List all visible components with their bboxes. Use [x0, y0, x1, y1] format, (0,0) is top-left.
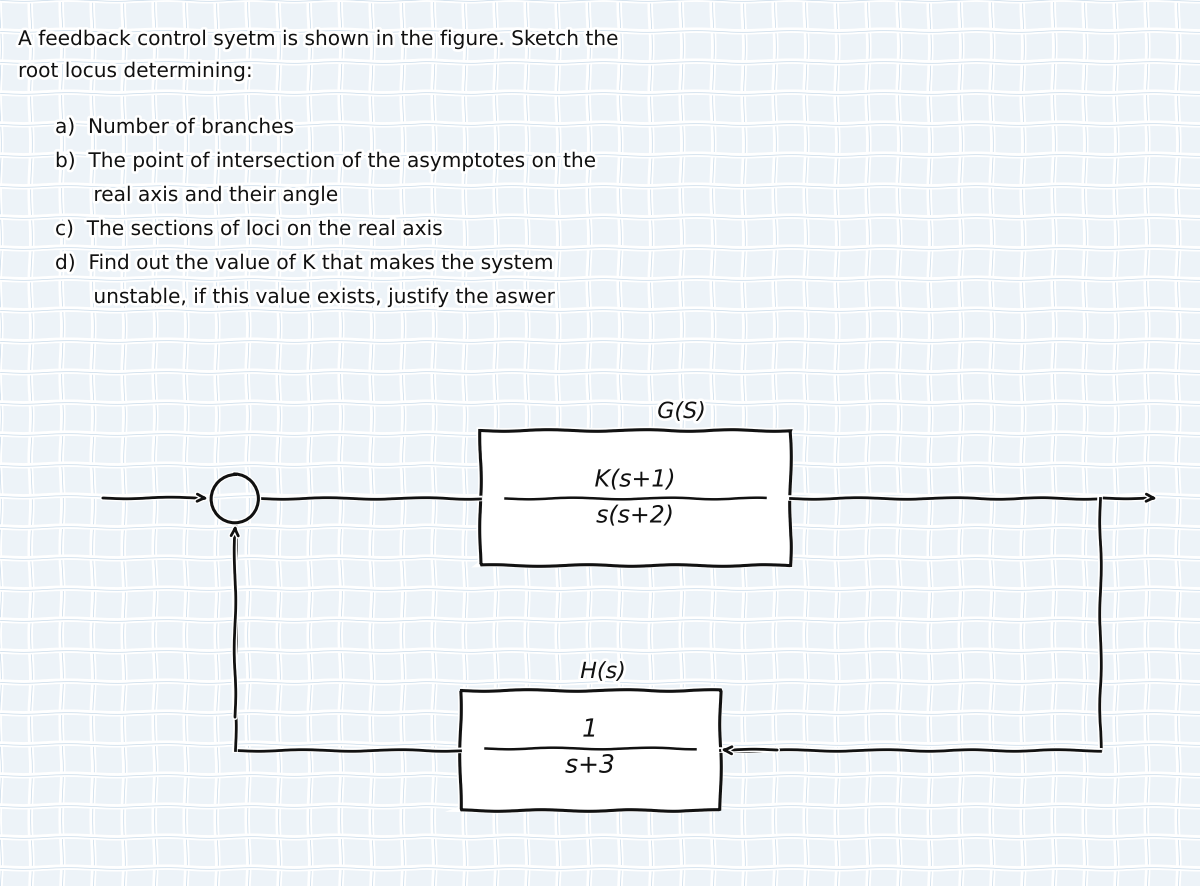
Bar — [460, 690, 720, 810]
Text: root locus determining:: root locus determining: — [18, 62, 253, 81]
Text: G(S): G(S) — [658, 402, 706, 422]
Text: real axis and their angle: real axis and their angle — [55, 186, 338, 205]
Text: c)  The sections of loci on the real axis: c) The sections of loci on the real axis — [55, 220, 443, 239]
Text: K(s+1): K(s+1) — [594, 468, 676, 492]
Text: H(s): H(s) — [580, 662, 626, 682]
Text: s+3: s+3 — [565, 754, 614, 778]
Text: s(s+2): s(s+2) — [596, 503, 674, 527]
Text: A feedback control syetm is shown in the figure. Sketch the: A feedback control syetm is shown in the… — [18, 30, 620, 49]
Text: a)  Number of branches: a) Number of branches — [55, 118, 295, 137]
Bar — [480, 430, 790, 565]
Text: d)  Find out the value of K that makes the system: d) Find out the value of K that makes th… — [55, 254, 554, 273]
Text: 1: 1 — [582, 718, 598, 742]
Text: b)  The point of intersection of the asymptotes on the: b) The point of intersection of the asym… — [55, 152, 598, 171]
Text: unstable, if this value exists, justify the aswer: unstable, if this value exists, justify … — [55, 288, 556, 307]
